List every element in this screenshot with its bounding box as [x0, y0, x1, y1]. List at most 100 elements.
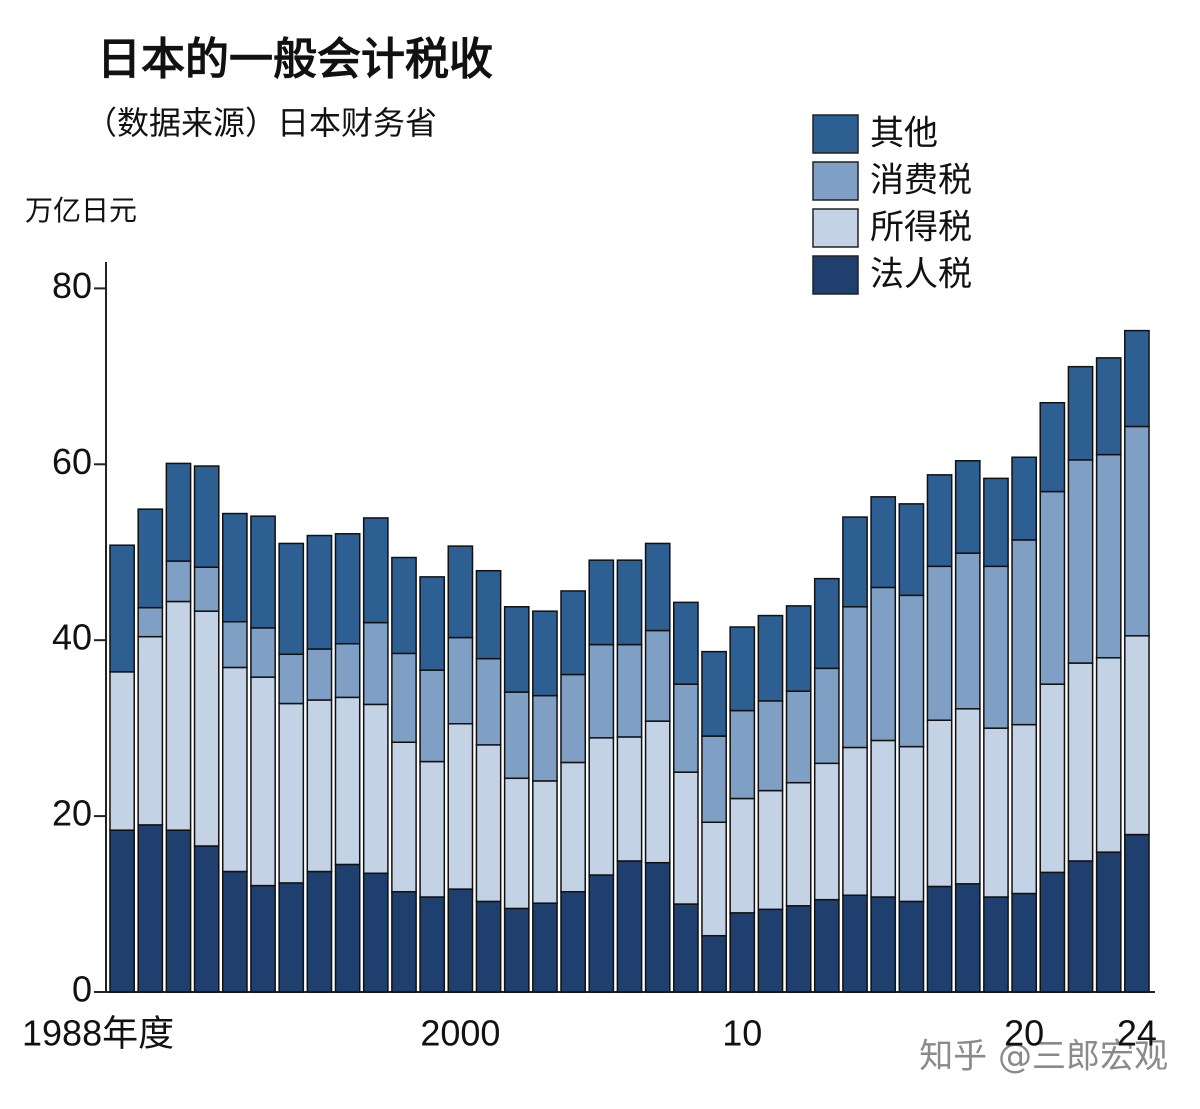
bar-segment [757, 789, 784, 911]
bar-segment [954, 708, 981, 885]
bar-segment [532, 902, 558, 993]
bar-segment [983, 477, 1009, 568]
bar-segment [193, 610, 220, 847]
bar-segment [221, 512, 248, 623]
bar-segment [1039, 683, 1066, 874]
legend-label: 消费税 [870, 161, 972, 201]
bar-segment [1095, 657, 1122, 853]
bar-segment [278, 882, 305, 993]
bar-segment [644, 861, 671, 993]
bar-segment [447, 888, 474, 993]
chart-subtitle: （数据来源）日本财务省 [85, 104, 437, 142]
bar-segment [419, 760, 446, 898]
bar-segment [250, 676, 276, 887]
bar-segment [362, 703, 389, 875]
bar-segment [1095, 453, 1122, 659]
bar-segment [532, 610, 558, 697]
bar-segment [644, 542, 671, 632]
bar-segment [560, 890, 586, 993]
bar-segment [1011, 892, 1038, 993]
bar-segment [109, 671, 135, 831]
bar-segment [362, 872, 389, 993]
bar-segment [673, 903, 699, 993]
bar-segment [729, 797, 756, 914]
legend-swatch [812, 161, 859, 201]
bar-segment [362, 621, 389, 706]
bar-segment [165, 600, 192, 831]
bar-segment [870, 739, 897, 898]
bar-segment [137, 508, 164, 609]
legend-label: 其他 [870, 114, 938, 154]
bar-segment [250, 627, 276, 678]
bar-segment [785, 905, 812, 993]
bar-segment [701, 821, 727, 937]
bar-segment [673, 771, 699, 905]
bar-segment [616, 736, 643, 862]
bar-segment [673, 683, 699, 773]
x-tick-label: 2000 [420, 1013, 500, 1054]
bar-segment [842, 516, 868, 608]
x-tick-label: 24 [1117, 1013, 1157, 1054]
bar-segment [983, 896, 1009, 993]
bar-segment [954, 552, 981, 710]
bar-segment [475, 569, 502, 660]
bar-segment [729, 709, 756, 800]
bar-segment [954, 460, 981, 554]
bar-segment [644, 629, 671, 722]
bar-segment [729, 626, 756, 712]
bar-segment [1124, 329, 1150, 428]
bar-segment [419, 576, 446, 671]
bar-segment [926, 565, 953, 721]
bar-segment [306, 534, 333, 650]
bar-segment [1067, 365, 1094, 461]
bar-segment [898, 745, 925, 903]
bar-segment [532, 694, 558, 782]
bar-segment [250, 884, 276, 993]
bar-segment [870, 496, 897, 589]
bar-segment [729, 912, 756, 993]
bar-segment [1039, 490, 1066, 685]
bar-segment [137, 635, 164, 826]
bar-segment [193, 465, 220, 568]
bar-segment [813, 577, 840, 670]
bar-segment [475, 744, 502, 903]
bar-segment [926, 474, 953, 568]
bar-segment [503, 777, 530, 910]
bar-segment [221, 870, 248, 993]
bar-segment [983, 727, 1009, 898]
bar-segment [475, 900, 502, 993]
bar-segment [1095, 357, 1122, 456]
bar-segment [588, 559, 615, 646]
bar-segment [1011, 539, 1038, 726]
bar-segment [447, 722, 474, 890]
bar-segment [1039, 401, 1066, 493]
bar-segment [334, 533, 361, 645]
bar-segment [1011, 723, 1038, 895]
bar-segment [757, 908, 784, 993]
bar-segment [278, 653, 305, 705]
bar-segment [503, 907, 530, 993]
bar-segment [588, 874, 615, 993]
bar-segment [1011, 456, 1038, 541]
bar-segment [221, 666, 248, 873]
legend-swatch [812, 114, 859, 154]
bar-segment [306, 648, 333, 701]
y-tick-label: 0 [72, 969, 92, 1010]
bar-segment [673, 601, 699, 685]
bar-segment [757, 700, 784, 792]
bar-segment [644, 720, 671, 864]
legend-label: 法人税 [870, 255, 972, 295]
bar-segment [926, 885, 953, 993]
bar-segment [1039, 871, 1066, 993]
x-tick-label: 20 [1004, 1013, 1044, 1054]
bar-segment [616, 559, 643, 646]
bar-segment [701, 650, 727, 737]
y-tick-label: 80 [52, 265, 92, 306]
legend-label: 所得税 [870, 208, 972, 248]
bar-segment [447, 636, 474, 725]
bar-segment [560, 761, 586, 893]
bar-segment [898, 503, 925, 597]
y-tick-label: 60 [52, 441, 92, 482]
bar-segment [1067, 860, 1094, 993]
